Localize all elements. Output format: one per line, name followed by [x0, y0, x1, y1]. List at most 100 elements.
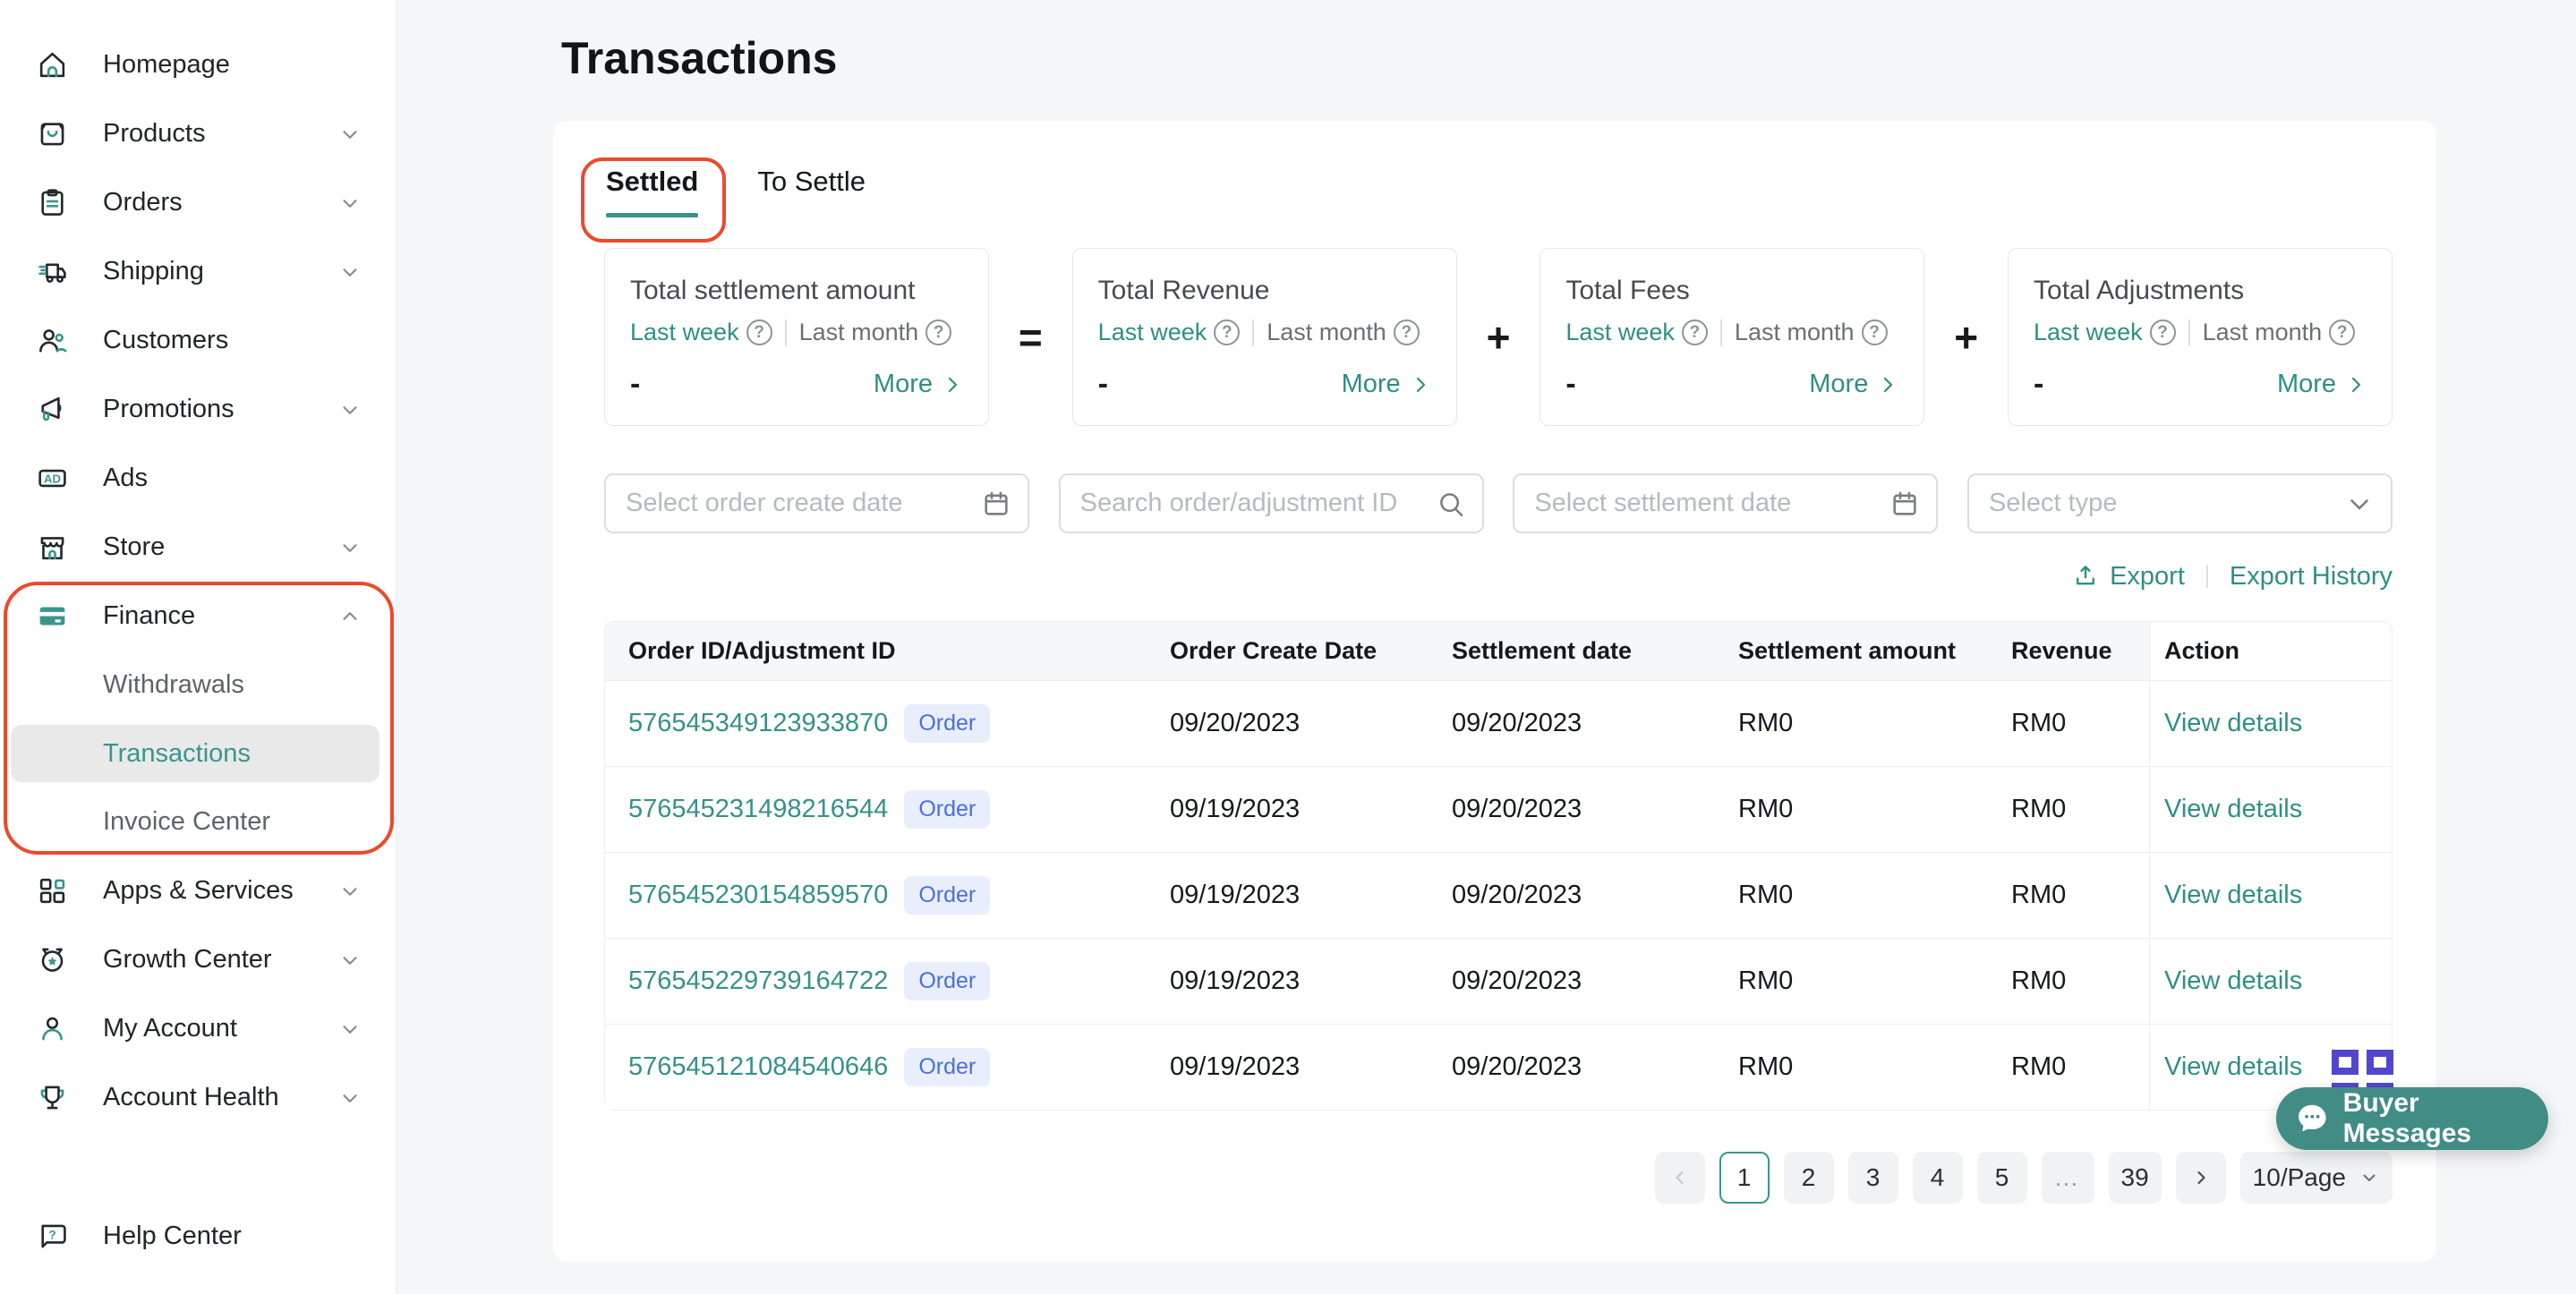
- sidebar-item-label: Promotions: [103, 395, 235, 423]
- settlement-date-cell: 09/20/2023: [1452, 966, 1582, 995]
- growth-center-medal-icon: [36, 943, 69, 976]
- sidebar-item-homepage[interactable]: Homepage: [0, 30, 396, 99]
- sidebar-item-help-center[interactable]: ? Help Center: [0, 1202, 396, 1271]
- sidebar-item-finance[interactable]: Finance: [0, 582, 396, 651]
- sidebar-item-promotions[interactable]: Promotions: [0, 375, 396, 444]
- view-details-link[interactable]: View details: [2164, 966, 2303, 995]
- help-question-icon[interactable]: ?: [1681, 319, 1708, 345]
- chevron-right-icon: [2351, 377, 2361, 392]
- order-create-date-field: [604, 473, 1029, 533]
- help-question-icon[interactable]: ?: [1861, 319, 1888, 345]
- last-month-link[interactable]: Last month: [1734, 319, 1855, 345]
- sidebar-subitem-withdrawals[interactable]: Withdrawals: [103, 670, 244, 699]
- last-month-link[interactable]: Last month: [2202, 319, 2323, 345]
- help-question-icon[interactable]: ?: [1214, 319, 1241, 345]
- column-header-settlement-amount: Settlement amount: [1738, 637, 1957, 664]
- order-type-badge: Order: [904, 704, 991, 743]
- chevron-right-icon: [2197, 1171, 2205, 1185]
- previous-page-button[interactable]: [1654, 1152, 1705, 1204]
- more-link[interactable]: More: [1342, 370, 1431, 399]
- help-question-icon[interactable]: ?: [2329, 319, 2356, 345]
- tab-to-settle[interactable]: To Settle: [757, 166, 866, 197]
- help-question-icon[interactable]: ?: [2149, 319, 2176, 345]
- last-week-link[interactable]: Last week: [1097, 319, 1207, 345]
- more-link[interactable]: More: [1809, 370, 1898, 399]
- page-button-3[interactable]: 3: [1847, 1152, 1898, 1204]
- last-month-link[interactable]: Last month: [798, 319, 919, 345]
- order-id-link[interactable]: 576545349123933870: [628, 709, 889, 737]
- last-week-link[interactable]: Last week: [1565, 319, 1675, 345]
- help-question-icon[interactable]: ?: [925, 319, 952, 345]
- help-question-icon[interactable]: ?: [1393, 319, 1420, 345]
- search-id-field: [1058, 473, 1484, 533]
- operator-equals: =: [1018, 313, 1043, 361]
- page-title: Transactions: [561, 33, 838, 83]
- order-id-link[interactable]: 576545231498216544: [628, 795, 889, 823]
- summary-period-toggle: Last week ? Last month ?: [1565, 319, 1898, 346]
- view-details-link[interactable]: View details: [2164, 1052, 2303, 1081]
- view-details-link[interactable]: View details: [2164, 881, 2303, 909]
- sidebar-item-products[interactable]: Products: [0, 99, 396, 168]
- sidebar-item-customers[interactable]: Customers: [0, 306, 396, 375]
- page-ellipsis[interactable]: …: [2041, 1152, 2094, 1204]
- settlement-date-input[interactable]: [1513, 473, 1939, 533]
- help-question-icon[interactable]: ?: [746, 319, 772, 345]
- chevron-down-icon: [2344, 489, 2375, 519]
- view-details-link[interactable]: View details: [2164, 795, 2303, 823]
- sidebar-item-orders[interactable]: Orders: [0, 168, 396, 237]
- more-link[interactable]: More: [874, 370, 963, 399]
- more-link[interactable]: More: [2277, 370, 2367, 399]
- sidebar-item-ads[interactable]: AD Ads: [0, 444, 396, 513]
- summary-card-title: Total settlement amount: [630, 276, 916, 305]
- last-month-link[interactable]: Last month: [1267, 319, 1386, 345]
- summary-value: -: [1565, 367, 1576, 401]
- sidebar-item-label: Finance: [103, 601, 196, 630]
- revenue-cell: RM0: [2011, 881, 2067, 909]
- chevron-right-icon: [948, 377, 958, 392]
- summary-period-toggle: Last week ? Last month ?: [630, 319, 963, 346]
- sidebar-subitem-transactions[interactable]: Transactions: [11, 725, 380, 782]
- page-size-select[interactable]: 10/Page: [2239, 1152, 2393, 1204]
- search-id-input[interactable]: [1058, 473, 1484, 533]
- chevron-down-icon: [338, 260, 362, 284]
- sidebar-item-label: Ads: [103, 464, 148, 492]
- page-button-5[interactable]: 5: [1976, 1152, 2027, 1204]
- sidebar-item-account-health[interactable]: Account Health: [0, 1063, 396, 1132]
- page-button-39[interactable]: 39: [2108, 1152, 2162, 1204]
- chevron-left-icon: [1675, 1171, 1684, 1185]
- page-button-1[interactable]: 1: [1719, 1152, 1770, 1204]
- sidebar-item-my-account[interactable]: My Account: [0, 994, 396, 1063]
- operator-plus: +: [1486, 313, 1511, 361]
- buyer-messages-button[interactable]: Buyer Messages: [2276, 1087, 2548, 1150]
- summary-card-title: Total Fees: [1565, 276, 1690, 305]
- export-history-button[interactable]: Export History: [2229, 561, 2393, 591]
- sidebar-item-shipping[interactable]: Shipping: [0, 237, 396, 306]
- order-id-link[interactable]: 576545121084540646: [628, 1052, 889, 1081]
- my-account-person-icon: [36, 1012, 69, 1045]
- last-week-link[interactable]: Last week: [630, 319, 739, 345]
- sidebar-item-growth-center[interactable]: Growth Center: [0, 925, 396, 994]
- divider: [1252, 319, 1255, 346]
- summary-value: -: [2034, 367, 2044, 401]
- sidebar-item-apps-services[interactable]: Apps & Services: [0, 856, 396, 925]
- order-id-link[interactable]: 576545230154859570: [628, 881, 889, 909]
- sidebar-item-store[interactable]: Store: [0, 513, 396, 582]
- settlement-amount-cell: RM0: [1738, 795, 1794, 823]
- sidebar-subitem-invoice-center[interactable]: Invoice Center: [103, 807, 270, 836]
- page-button-2[interactable]: 2: [1783, 1152, 1834, 1204]
- order-create-date-input[interactable]: [604, 473, 1029, 533]
- order-create-date-cell: 09/19/2023: [1170, 881, 1301, 909]
- type-select[interactable]: [1966, 473, 2393, 533]
- next-page-button[interactable]: [2175, 1152, 2226, 1204]
- table-row: 576545231498216544 Order 09/19/2023 09/2…: [605, 766, 2392, 852]
- view-details-link[interactable]: View details: [2164, 709, 2303, 737]
- order-id-link[interactable]: 576545229739164722: [628, 966, 889, 995]
- last-week-link[interactable]: Last week: [2034, 319, 2143, 345]
- tab-settled[interactable]: Settled: [606, 166, 699, 217]
- export-button[interactable]: Export: [2072, 562, 2185, 592]
- page-button-4[interactable]: 4: [1912, 1152, 1963, 1204]
- summary-period-toggle: Last week ? Last month ?: [2034, 319, 2367, 346]
- orders-icon: [36, 186, 69, 219]
- sidebar-item-label: Help Center: [103, 1222, 242, 1250]
- column-header-create-date: Order Create Date: [1170, 637, 1378, 664]
